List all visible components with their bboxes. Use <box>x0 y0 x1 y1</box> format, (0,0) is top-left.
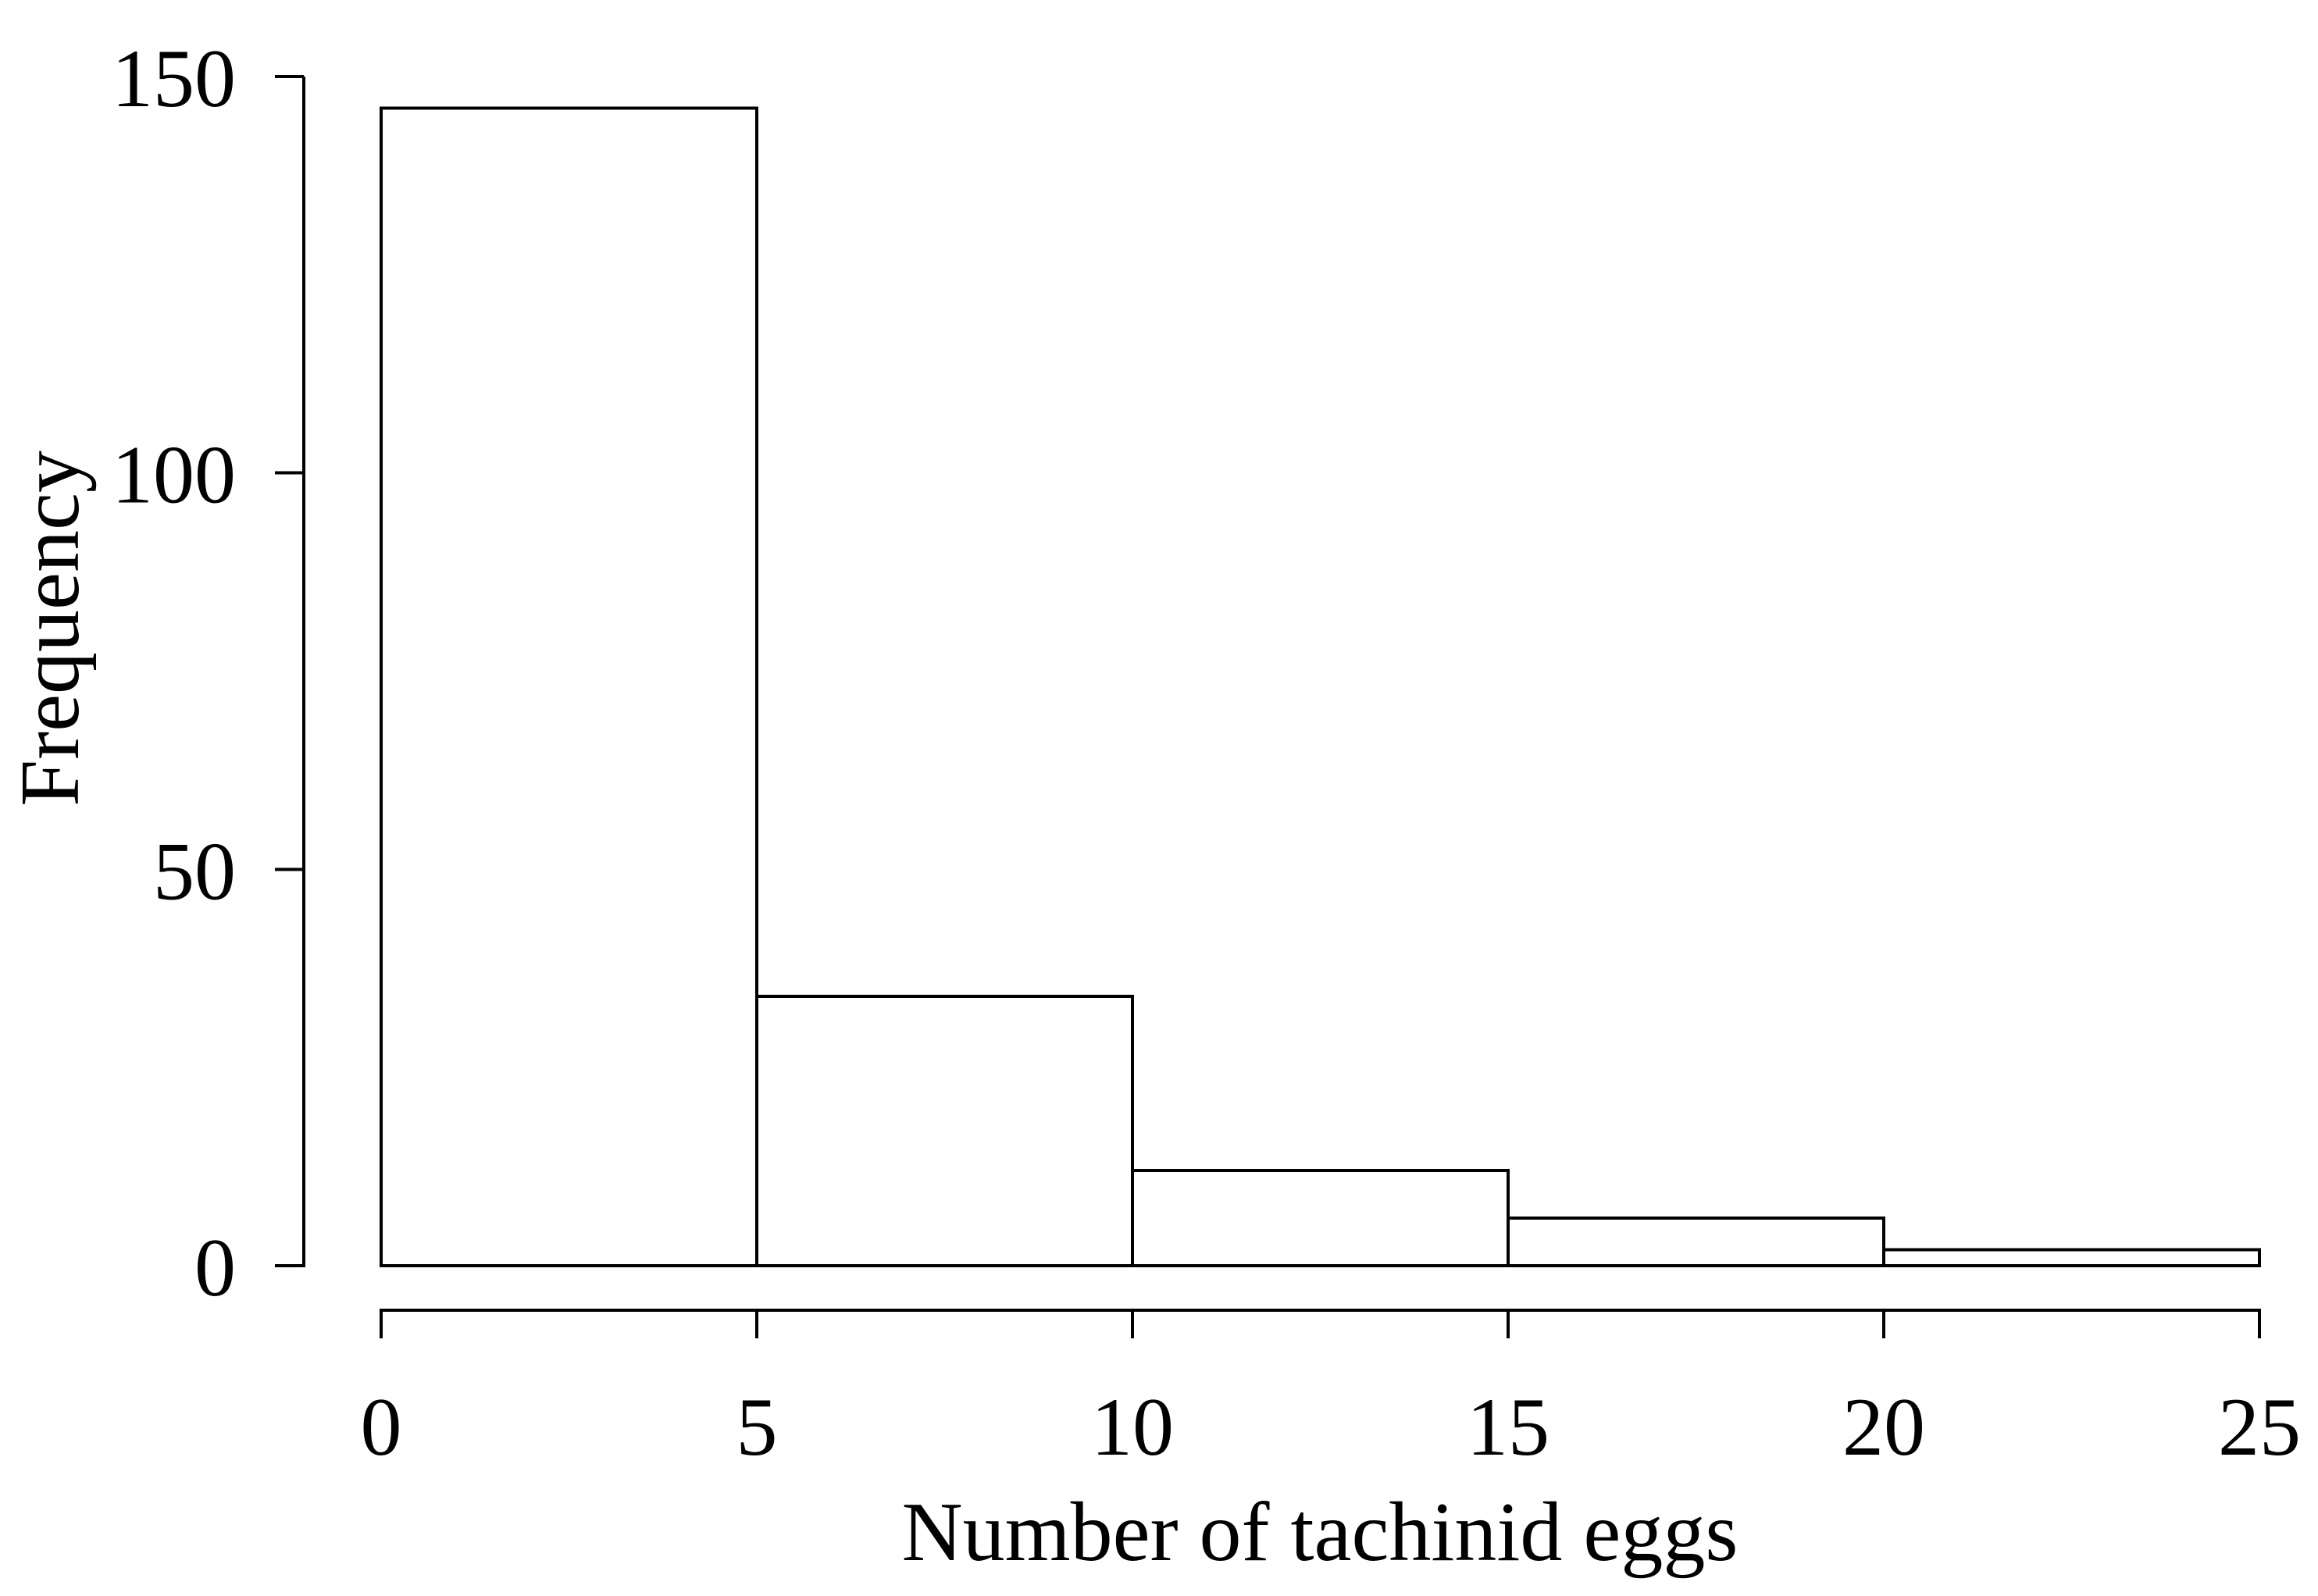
y-tick-label: 50 <box>153 825 236 917</box>
x-axis-title: Number of tachinid eggs <box>902 1486 1738 1579</box>
histogram-bar <box>1131 1169 1510 1267</box>
y-axis-title: Frequency <box>4 451 97 807</box>
histogram-bar <box>380 106 758 1268</box>
x-tick-label: 5 <box>736 1381 778 1473</box>
x-tick-label: 20 <box>1842 1381 1925 1473</box>
x-tick-label: 10 <box>1091 1381 1174 1473</box>
x-tick-label: 0 <box>361 1381 402 1473</box>
x-tick-label: 25 <box>2218 1381 2301 1473</box>
x-tick-label: 15 <box>1467 1381 1549 1473</box>
histogram-bar <box>755 994 1134 1268</box>
histogram-bar <box>1882 1248 2261 1267</box>
histogram-bar <box>1507 1217 1885 1267</box>
y-tick-label: 100 <box>112 429 236 521</box>
y-tick-label: 0 <box>194 1222 236 1313</box>
y-tick-label: 150 <box>112 33 236 124</box>
